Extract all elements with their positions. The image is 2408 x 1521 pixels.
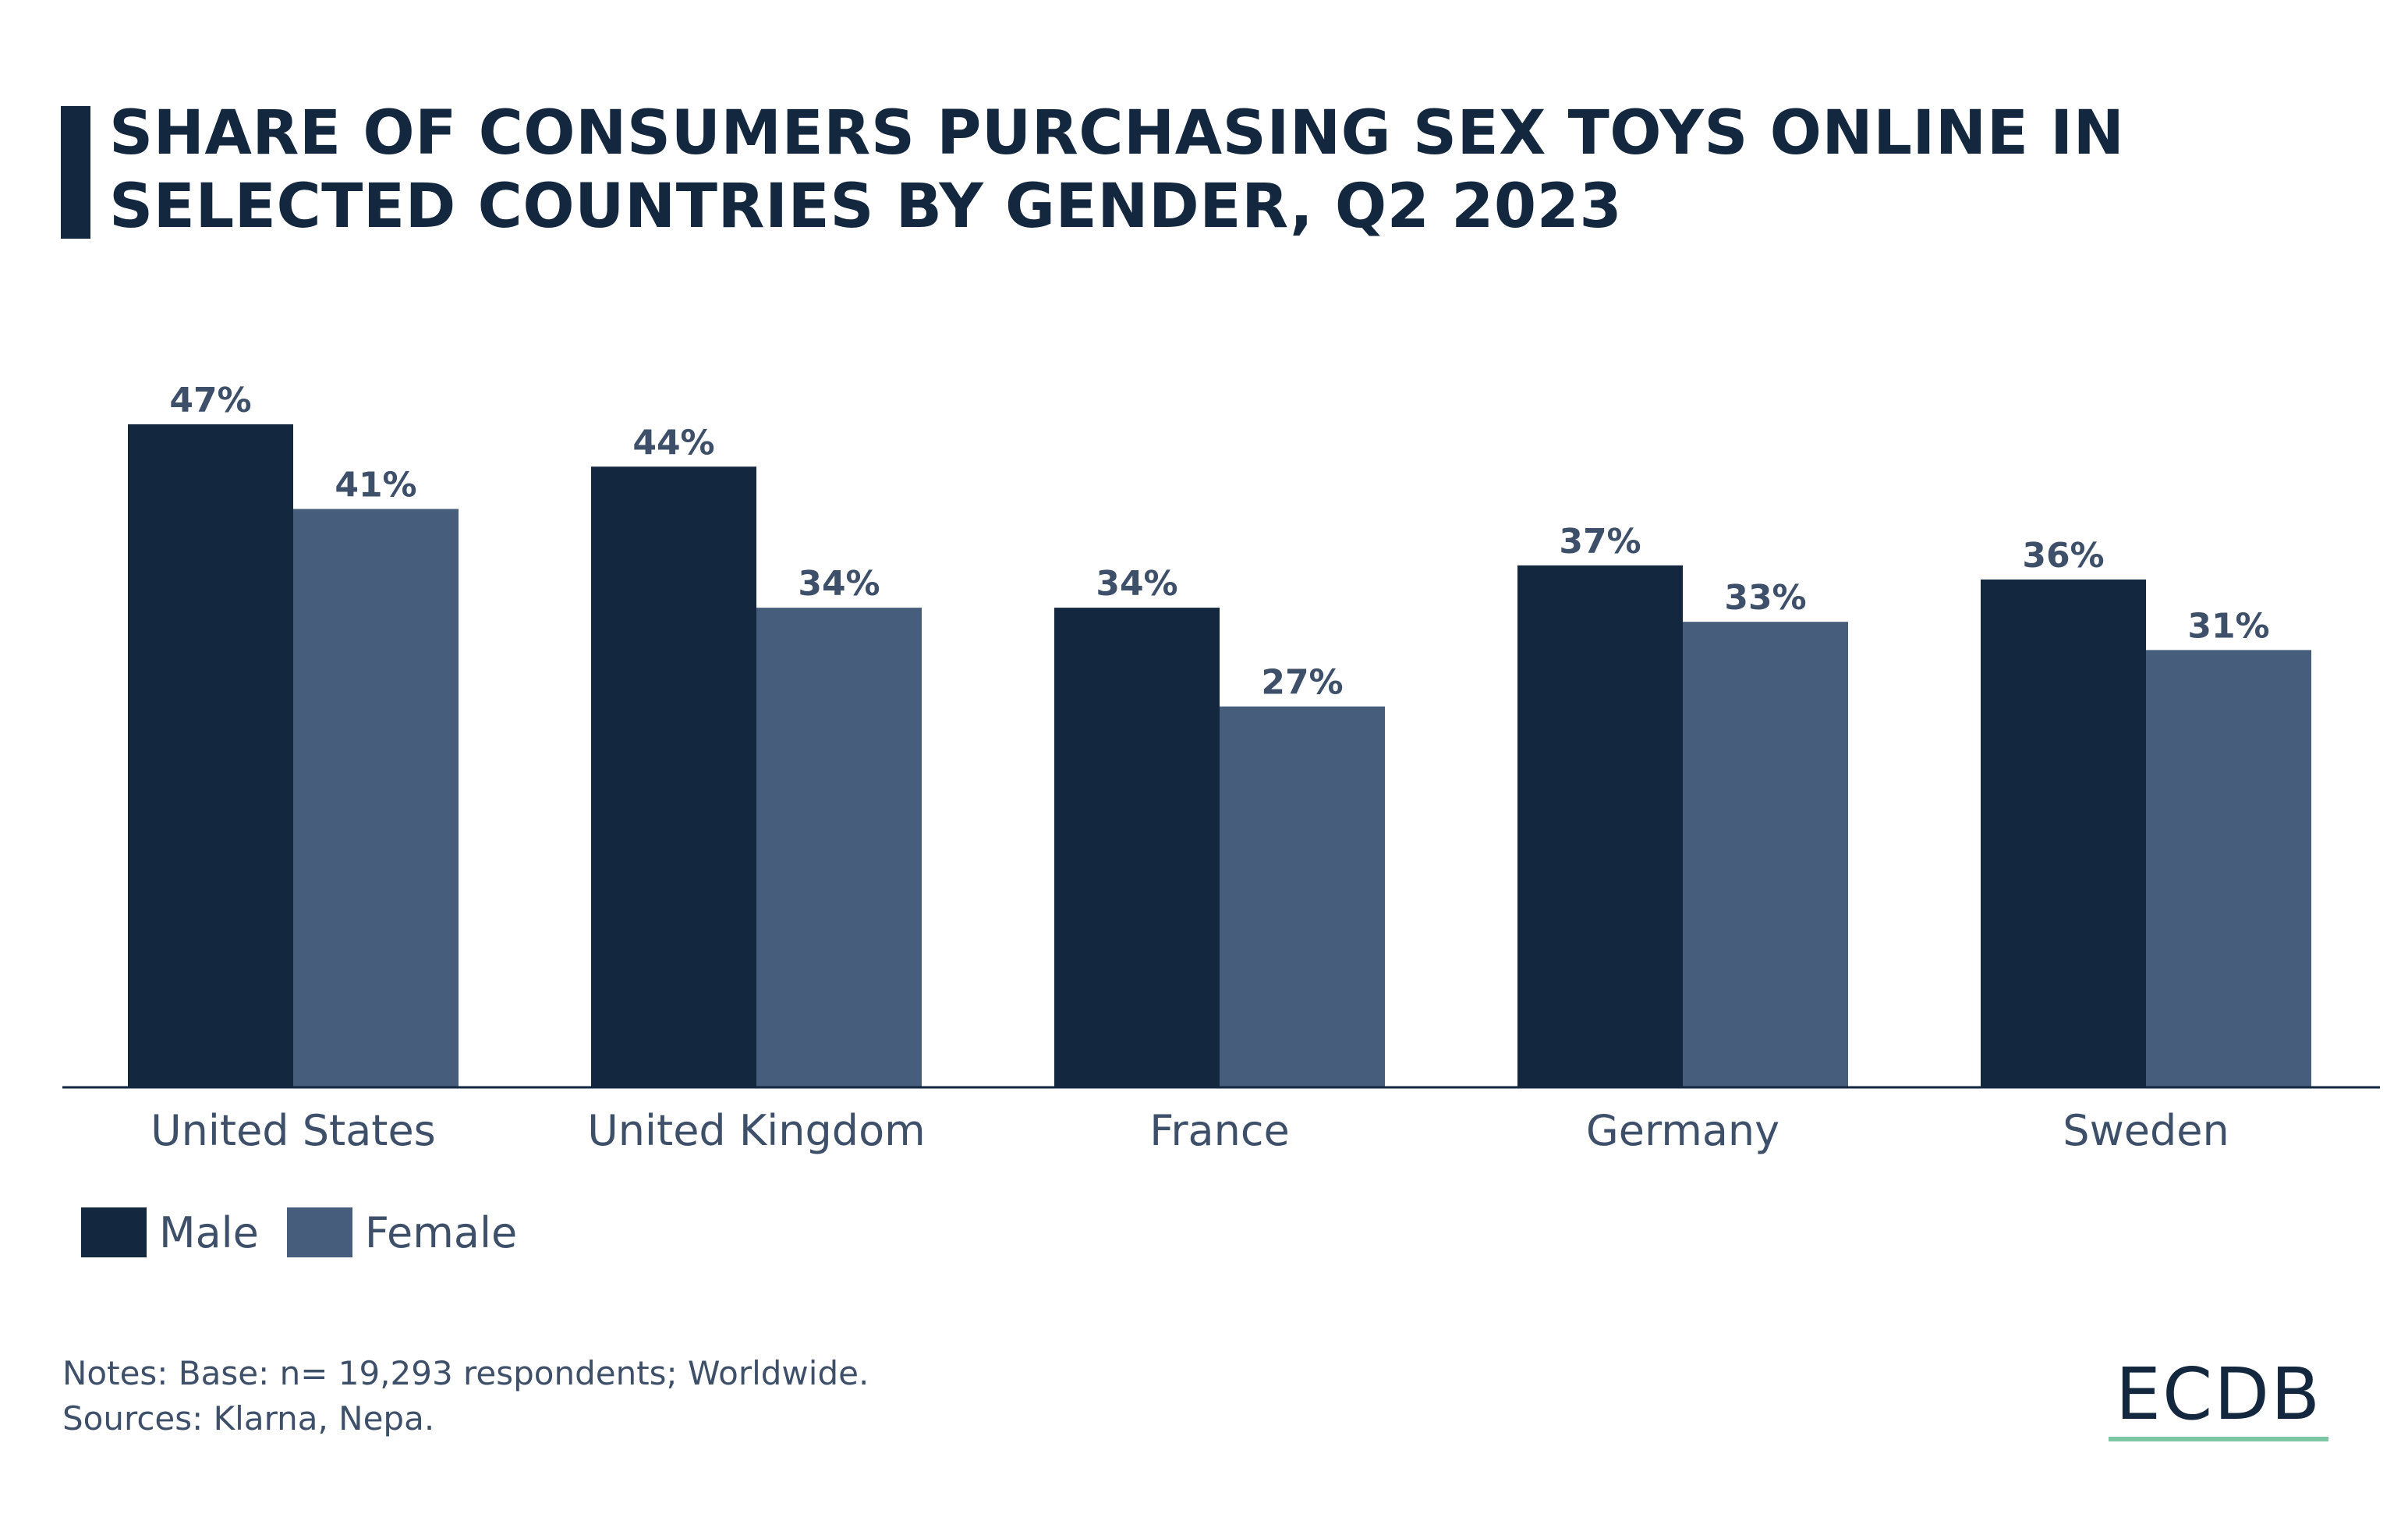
data-label-female-2: 27% [1261, 663, 1343, 703]
legend: Male Female [81, 1207, 545, 1257]
bar-male-3 [1517, 565, 1683, 1087]
data-label-male-4: 36% [2022, 536, 2104, 576]
bar-female-3 [1683, 622, 1848, 1087]
data-label-female-0: 41% [335, 466, 416, 505]
data-label-female-4: 31% [2187, 606, 2269, 646]
bar-male-0 [128, 424, 293, 1087]
x-tick-label-3: Germany [1586, 1106, 1779, 1155]
legend-item-female: Female [286, 1207, 518, 1257]
legend-label-female: Female [364, 1207, 518, 1257]
data-label-female-1: 34% [798, 564, 880, 604]
x-tick-label-1: United Kingdom [587, 1106, 925, 1155]
bar-male-4 [1981, 579, 2146, 1087]
bar-male-1 [591, 466, 756, 1087]
data-label-female-3: 33% [1724, 578, 1806, 618]
legend-item-male: Male [81, 1207, 259, 1257]
x-tick-label-0: United States [150, 1106, 436, 1155]
ecdb-logo: ECDB [2115, 1353, 2322, 1436]
x-tick-label-2: France [1149, 1106, 1290, 1155]
bar-female-0 [293, 509, 459, 1087]
data-label-male-1: 44% [632, 423, 714, 463]
bar-male-2 [1054, 608, 1220, 1087]
bar-female-4 [2146, 650, 2311, 1087]
legend-swatch-female [286, 1207, 352, 1257]
bar-female-2 [1220, 706, 1385, 1087]
notes-base: Notes: Base: n= 19,293 respondents; Worl… [62, 1354, 869, 1392]
data-label-male-2: 34% [1096, 564, 1177, 604]
notes: Notes: Base: n= 19,293 respondents; Worl… [62, 1351, 869, 1441]
legend-swatch-male [81, 1207, 147, 1257]
notes-sources: Sources: Klarna, Nepa. [62, 1399, 435, 1438]
data-label-male-3: 37% [1559, 522, 1641, 562]
data-label-male-0: 47% [169, 381, 251, 420]
title-accent-bar [61, 106, 90, 239]
logo-underline [2109, 1437, 2328, 1441]
x-tick-label-4: Sweden [2063, 1106, 2229, 1155]
bar-female-1 [756, 608, 922, 1087]
chart-title: SHARE OF CONSUMERS PURCHASING SEX TOYS O… [109, 98, 2125, 242]
legend-label-male: Male [159, 1207, 259, 1257]
